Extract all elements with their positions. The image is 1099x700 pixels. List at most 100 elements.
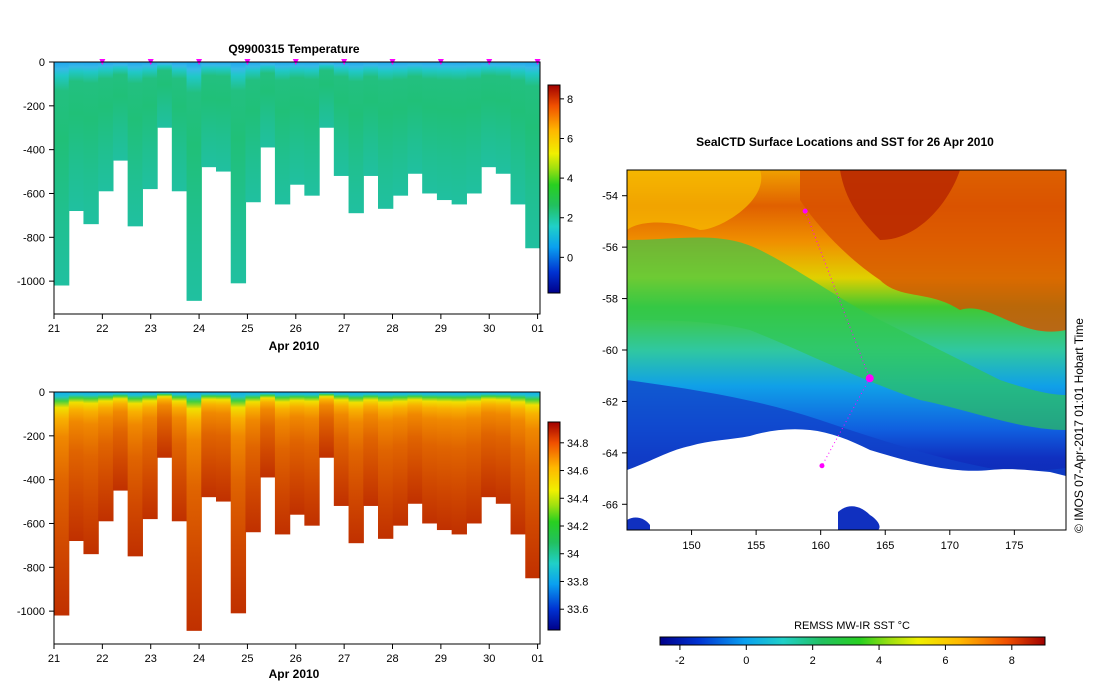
x-tick-label: 01 — [531, 653, 543, 665]
x-tick-label: 24 — [193, 323, 205, 335]
antarctic-land — [627, 429, 1066, 530]
seal-track — [802, 208, 874, 469]
salinity-x-axis: 21 22 23 24 25 26 27 28 29 30 01 — [48, 644, 544, 665]
seal-location — [865, 374, 874, 383]
map-x-tick-label: 160 — [811, 540, 829, 552]
map-x-axis: 150 155 160 165 170 175 — [682, 530, 1024, 552]
x-tick-label: 28 — [386, 323, 398, 335]
profile-column — [186, 62, 202, 301]
colorbar-tick-label: 8 — [567, 94, 573, 106]
profile-column — [451, 392, 467, 535]
temperature-title: Q9900315 Temperature — [228, 42, 360, 56]
profile-column — [171, 392, 188, 522]
profile-column — [510, 392, 526, 535]
x-tick-label: 21 — [48, 323, 60, 335]
x-tick-label: 25 — [241, 653, 253, 665]
x-tick-label: 01 — [531, 323, 543, 335]
profile-column — [171, 62, 188, 192]
profile-column — [260, 392, 276, 478]
profile-column — [466, 392, 482, 524]
y-tick-label: -400 — [23, 145, 45, 157]
profile-column — [481, 62, 497, 168]
colorbar-tick-label: 34.8 — [567, 438, 588, 450]
imos-credit: © IMOS 07-Apr-2017 01:01 Hobart Time — [1072, 318, 1086, 533]
sst-colorbar-tick-label: -2 — [675, 655, 685, 667]
profile-column — [319, 62, 335, 128]
profile-column — [127, 62, 143, 227]
y-tick-label: 0 — [39, 57, 45, 69]
profile-column — [216, 62, 232, 172]
colorbar-tick-label: 33.8 — [567, 576, 588, 588]
x-tick-label: 23 — [145, 323, 157, 335]
colorbar-tick-label: 34.2 — [567, 521, 588, 533]
x-tick-label: 25 — [241, 323, 253, 335]
map-y-tick-label: -64 — [602, 448, 618, 460]
y-tick-label: -1000 — [17, 606, 45, 618]
profile-column — [392, 62, 409, 196]
salinity-x-label: Apr 2010 — [269, 667, 320, 681]
profile-column — [98, 62, 114, 192]
sst-colorbar-tick-label: 6 — [942, 655, 948, 667]
x-tick-label: 29 — [435, 323, 447, 335]
y-tick-label: 0 — [39, 387, 45, 399]
profile-column — [510, 62, 526, 205]
map-y-tick-label: -60 — [602, 345, 618, 357]
profile-column — [98, 392, 114, 522]
profile-column — [304, 62, 320, 196]
salinity-colorbar-ticks: 34.8 34.6 34.4 34.2 34 33.8 33.6 — [560, 438, 588, 616]
x-tick-label: 23 — [145, 653, 157, 665]
sst-green-band — [627, 237, 1066, 430]
profile-column — [83, 392, 99, 555]
coastal-ice-west — [627, 517, 650, 530]
sst-field — [627, 170, 1066, 530]
colorbar-tick-label: 34.4 — [567, 493, 588, 505]
profile-column — [378, 392, 394, 539]
x-tick-label: 24 — [193, 653, 205, 665]
profile-column — [260, 62, 276, 148]
temperature-axes-frame — [53, 61, 541, 315]
map-x-tick-label: 165 — [876, 540, 894, 552]
profile-column — [112, 62, 129, 161]
sst-warm-west — [627, 170, 762, 230]
profile-column — [157, 392, 173, 458]
sst-map-panel: SealCTD Surface Locations and SST for 26… — [602, 135, 1067, 667]
temperature-profiles — [54, 62, 540, 301]
y-tick-label: -200 — [23, 101, 45, 113]
profile-column — [525, 392, 540, 579]
x-tick-label: 28 — [386, 653, 398, 665]
colorbar-tick-label: 4 — [567, 173, 573, 185]
profile-column — [186, 392, 202, 631]
salinity-profiles — [54, 392, 540, 631]
y-tick-label: -400 — [23, 475, 45, 487]
y-tick-label: -800 — [23, 562, 45, 574]
salinity-colorbar — [547, 421, 561, 631]
profile-column — [289, 392, 305, 515]
map-x-tick-label: 150 — [682, 540, 700, 552]
profile-column — [495, 62, 512, 174]
y-tick-label: -600 — [23, 188, 45, 200]
colorbar-tick-label: 0 — [567, 252, 573, 264]
profile-column — [230, 62, 247, 284]
map-y-tick-label: -54 — [602, 191, 618, 203]
y-tick-label: -600 — [23, 518, 45, 530]
temperature-y-axis: 0 -200 -400 -600 -800 -1000 — [17, 57, 54, 288]
colorbar-tick-label: 34 — [567, 549, 579, 561]
profile-column — [422, 62, 438, 194]
profile-column — [333, 392, 350, 506]
map-y-tick-label: -58 — [602, 294, 618, 306]
profile-column — [230, 392, 247, 614]
x-tick-label: 26 — [290, 323, 302, 335]
temperature-x-label: Apr 2010 — [269, 339, 320, 353]
x-tick-label: 30 — [483, 323, 495, 335]
profile-column — [422, 392, 438, 524]
profile-column — [363, 62, 379, 176]
profile-column — [348, 62, 364, 214]
profile-column — [495, 392, 512, 504]
map-y-tick-label: -66 — [602, 499, 618, 511]
sst-colorbar-label: REMSS MW-IR SST °C — [794, 620, 910, 632]
temperature-panel: Q9900315 Temperature 0 -200 -400 -600 -800 -1… — [17, 42, 573, 353]
profile-column — [319, 392, 335, 458]
profile-column — [407, 392, 423, 504]
profile-column — [127, 392, 143, 557]
